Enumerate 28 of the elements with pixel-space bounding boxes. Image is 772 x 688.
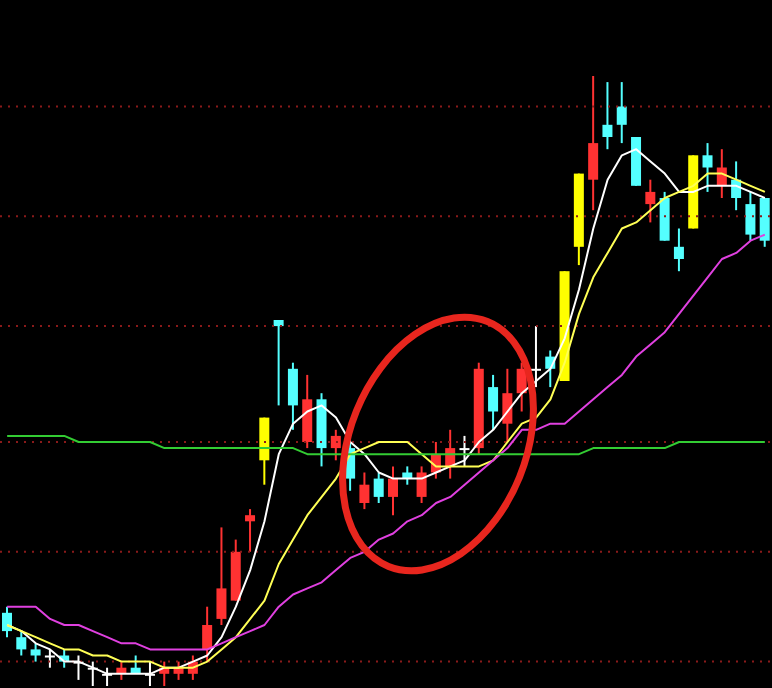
candlestick [302,373,313,450]
candlestick [616,81,627,145]
candlestick [30,642,41,663]
candlestick [588,76,599,212]
candlestick [645,178,656,224]
candlestick [673,227,684,273]
candlestick [16,630,27,657]
candlestick [388,465,398,517]
candlestick [273,319,284,407]
candlestick [745,190,756,242]
candlestick [287,361,298,431]
candlestick [373,471,384,504]
candlestick [659,190,670,242]
candlestick [502,367,513,443]
candlestick [602,81,613,151]
candlestick [330,428,341,462]
candlestick [459,434,470,468]
candlestick [530,325,541,389]
candlestick [2,605,12,639]
candlestick [416,465,427,504]
candlestick [359,471,370,511]
candlestick [216,526,227,626]
candlestick [44,648,55,669]
candlestick [202,605,213,663]
candlestick [259,416,270,486]
candlestick [488,373,499,431]
candlestick [702,142,713,193]
candlestick [245,508,256,553]
